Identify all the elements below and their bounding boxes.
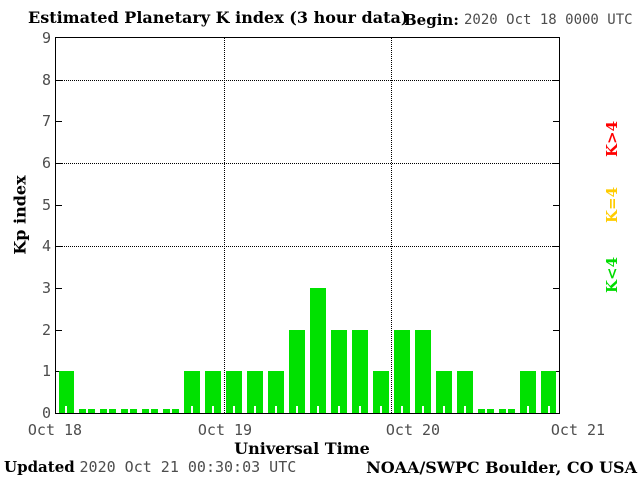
kp-bar	[393, 329, 410, 413]
x-tick-label-oct-18: Oct 18	[27, 421, 83, 439]
y-tick-left-3	[56, 288, 62, 289]
kp-bar	[351, 329, 368, 413]
slot-tick	[254, 406, 257, 413]
x-tick-label-oct-21: Oct 21	[550, 421, 606, 439]
kp-bar	[310, 288, 326, 413]
slot-tick	[107, 406, 110, 413]
slot-tick	[149, 406, 152, 413]
y-tick-label-7: 7	[41, 112, 51, 131]
chart-title: Estimated Planetary K index (3 hour data…	[28, 8, 409, 27]
y-tick-label-8: 8	[41, 70, 51, 89]
y-tick-label-5: 5	[41, 195, 51, 214]
slot-tick	[379, 406, 382, 413]
kp-bar	[330, 329, 347, 413]
dotted-gridline-y8	[56, 79, 559, 81]
y-tick-right-4	[553, 246, 559, 248]
y-tick-right-3	[553, 288, 559, 289]
kp-bar	[184, 371, 201, 413]
kp-bar	[247, 371, 264, 413]
y-tick-label-6: 6	[41, 154, 51, 172]
slot-tick	[212, 406, 215, 413]
credit-text: NOAA/SWPC Boulder, CO USA	[366, 458, 637, 477]
y-tick-left-5	[56, 204, 62, 206]
dotted-gridline-oct-19	[223, 38, 225, 413]
y-tick-right-7	[553, 121, 559, 123]
slot-tick	[526, 406, 529, 413]
slot-tick	[233, 406, 236, 413]
y-tick-label-4: 4	[41, 237, 51, 256]
slot-tick	[484, 406, 487, 413]
y-tick-right-6	[553, 163, 559, 164]
updated-label: Updated	[4, 458, 75, 476]
y-tick-label-0: 0	[41, 404, 51, 422]
y-tick-left-7	[56, 121, 62, 123]
dotted-gridline-y6	[56, 163, 559, 164]
slot-tick	[86, 406, 89, 413]
legend-k-gt-4: K>4	[603, 120, 621, 158]
slot-tick	[316, 406, 319, 413]
dotted-gridline-y4	[56, 246, 559, 248]
kp-bar	[226, 371, 243, 413]
kp-bar	[372, 371, 389, 413]
slot-tick	[296, 406, 299, 413]
slot-tick	[170, 406, 173, 413]
updated-timestamp: Updated 2020 Oct 21 00:30:03 UTC	[4, 458, 296, 476]
dotted-gridline-oct-20	[391, 38, 393, 413]
slot-tick	[275, 406, 278, 413]
y-tick-left-4	[56, 246, 62, 248]
slot-tick	[337, 406, 340, 413]
kp-bar	[268, 371, 285, 413]
slot-tick	[400, 406, 403, 413]
x-tick-label-oct-20: Oct 20	[385, 421, 441, 439]
x-tick-label-oct-19: Oct 19	[197, 421, 253, 439]
x-axis-title: Universal Time	[234, 439, 370, 458]
kp-bar	[58, 371, 75, 413]
legend-k-lt-4: K<4	[603, 256, 621, 294]
y-tick-label-2: 2	[41, 320, 51, 339]
y-tick-left-8	[56, 79, 62, 81]
y-tick-right-5	[553, 204, 559, 206]
slot-tick	[547, 406, 550, 413]
slot-tick	[65, 406, 68, 413]
y-tick-label-1: 1	[41, 362, 51, 381]
legend-k-eq-4: K=4	[603, 186, 621, 224]
slot-tick	[358, 406, 361, 413]
y-tick-label-9: 9	[41, 29, 51, 47]
slot-tick	[421, 406, 424, 413]
kp-bar	[519, 371, 536, 413]
kp-bar	[456, 371, 473, 413]
updated-value: 2020 Oct 21 00:30:03 UTC	[79, 458, 297, 476]
y-tick-label-3: 3	[41, 279, 51, 297]
kp-bar	[414, 329, 431, 413]
begin-value: 2020 Oct 18 0000 UTC	[464, 12, 633, 28]
kp-bar	[289, 329, 305, 413]
slot-tick	[191, 406, 194, 413]
kp-bar	[435, 371, 452, 413]
plot-area	[55, 37, 560, 414]
slot-tick	[128, 406, 131, 413]
slot-tick	[463, 406, 466, 413]
y-tick-left-6	[56, 163, 62, 164]
slot-tick	[505, 406, 508, 413]
y-tick-left-2	[56, 329, 62, 331]
y-tick-right-8	[553, 79, 559, 81]
kp-bar	[205, 371, 222, 413]
begin-label: Begin:	[404, 11, 459, 29]
slot-tick	[442, 406, 445, 413]
kp-bar	[540, 371, 557, 413]
y-tick-right-2	[553, 329, 559, 331]
